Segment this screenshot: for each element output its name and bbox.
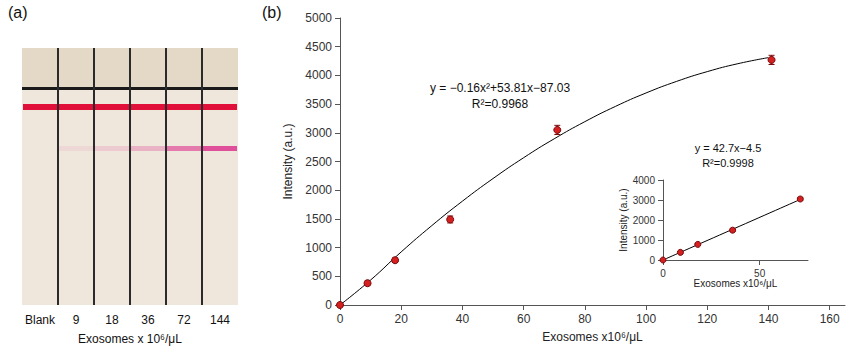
svg-text:3000: 3000: [305, 126, 332, 140]
svg-text:y = −0.16x²+53.81x−87.03: y = −0.16x²+53.81x−87.03: [430, 81, 570, 95]
svg-text:0: 0: [325, 298, 332, 312]
svg-text:y = 42.7x−4.5: y = 42.7x−4.5: [695, 142, 762, 154]
svg-text:Intensity (a.u.): Intensity (a.u.): [281, 123, 295, 199]
html-text:(b): (b): [262, 4, 282, 21]
svg-text:2500: 2500: [305, 155, 332, 169]
svg-text:Blank: Blank: [25, 313, 56, 327]
svg-text:0: 0: [337, 312, 344, 326]
svg-text:144: 144: [210, 313, 230, 327]
svg-text:2000: 2000: [305, 183, 332, 197]
svg-text:18: 18: [105, 313, 119, 327]
svg-text:Exosomes x 10⁶/μL: Exosomes x 10⁶/μL: [78, 332, 182, 346]
svg-text:120: 120: [697, 312, 717, 326]
svg-text:80: 80: [578, 312, 592, 326]
html-text:(a): (a): [8, 4, 28, 21]
svg-text:1500: 1500: [305, 212, 332, 226]
svg-text:R²=0.9968: R²=0.9968: [472, 97, 529, 111]
svg-text:4000: 4000: [305, 68, 332, 82]
svg-text:160: 160: [820, 312, 840, 326]
svg-text:500: 500: [312, 269, 332, 283]
svg-text:0: 0: [660, 268, 666, 279]
svg-text:4000: 4000: [633, 175, 656, 186]
svg-text:9: 9: [73, 313, 80, 327]
svg-text:R²=0.9998: R²=0.9998: [702, 157, 754, 169]
svg-text:140: 140: [758, 312, 778, 326]
svg-text:2000: 2000: [633, 215, 656, 226]
svg-text:0: 0: [649, 255, 655, 266]
svg-text:Exosomes x10⁶/μL: Exosomes x10⁶/μL: [694, 278, 778, 289]
svg-text:50: 50: [754, 268, 766, 279]
svg-text:3000: 3000: [633, 195, 656, 206]
svg-text:5000: 5000: [305, 11, 332, 25]
svg-text:20: 20: [395, 312, 409, 326]
svg-text:36: 36: [141, 313, 155, 327]
svg-text:1000: 1000: [633, 235, 656, 246]
svg-text:40: 40: [456, 312, 470, 326]
svg-text:60: 60: [517, 312, 531, 326]
svg-text:Intensity (a.u.): Intensity (a.u.): [618, 188, 629, 251]
svg-text:72: 72: [177, 313, 191, 327]
svg-text:4500: 4500: [305, 40, 332, 54]
svg-text:100: 100: [636, 312, 656, 326]
svg-text:1000: 1000: [305, 241, 332, 255]
svg-text:3500: 3500: [305, 97, 332, 111]
svg-text:Exosomes x10⁶/μL: Exosomes x10⁶/μL: [542, 330, 643, 344]
